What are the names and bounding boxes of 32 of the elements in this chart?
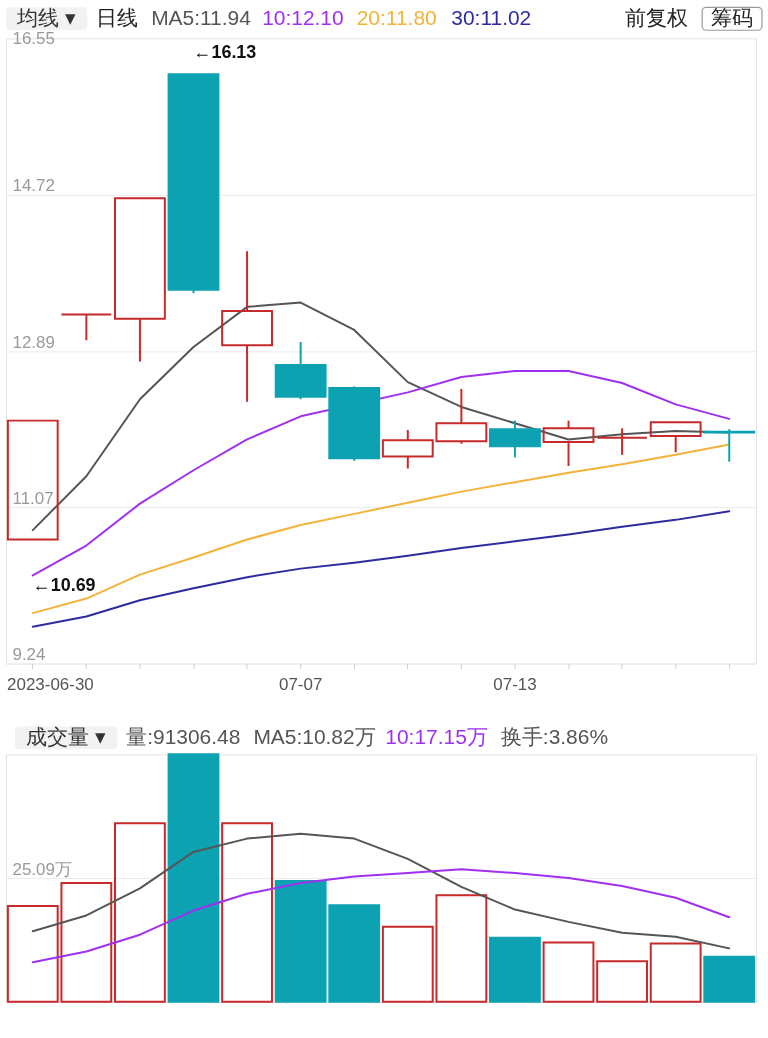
annotation: ←16.13: [193, 42, 257, 63]
legend-title: 成交量 ▾: [25, 725, 106, 749]
x-tick-label: 07-13: [493, 675, 537, 695]
bar: [542, 941, 595, 1003]
bar: [649, 942, 702, 1003]
bar: [596, 960, 649, 1003]
chart-title: 日线: [96, 6, 139, 30]
y-tick-label: 12.89: [12, 332, 55, 352]
text: MA5:10.82万: [253, 725, 376, 749]
bar: [489, 936, 541, 1003]
legend-title: 均线 ▾: [15, 6, 76, 30]
text: 筹码: [711, 6, 754, 30]
y-tick-label: 9.24: [12, 645, 46, 665]
annotation: ←10.69: [32, 575, 96, 596]
bar: [114, 822, 166, 1003]
text: 30:11.02: [451, 6, 532, 30]
text: 换手:3.86%: [500, 725, 609, 749]
text: 20:11.80: [356, 6, 437, 30]
bar: [703, 955, 756, 1003]
text: 10:17.15万: [385, 725, 488, 749]
x-tick-label: 07-07: [278, 675, 323, 695]
text: 10:12.10: [262, 6, 344, 30]
y-tick-label: 14.72: [12, 176, 55, 196]
bar: [167, 753, 220, 1003]
chart-subtitle: 量:91306.48: [126, 725, 241, 749]
x-tick-label: 2023-06-30: [7, 675, 94, 695]
bar: [221, 822, 273, 1003]
y-tick-label: 16.55: [12, 28, 55, 48]
y-tick-label: 25.09万: [12, 859, 72, 879]
y-tick-label: 11.07: [12, 488, 54, 508]
text: 前复权: [625, 6, 689, 30]
text: MA5:11.94: [151, 6, 252, 30]
